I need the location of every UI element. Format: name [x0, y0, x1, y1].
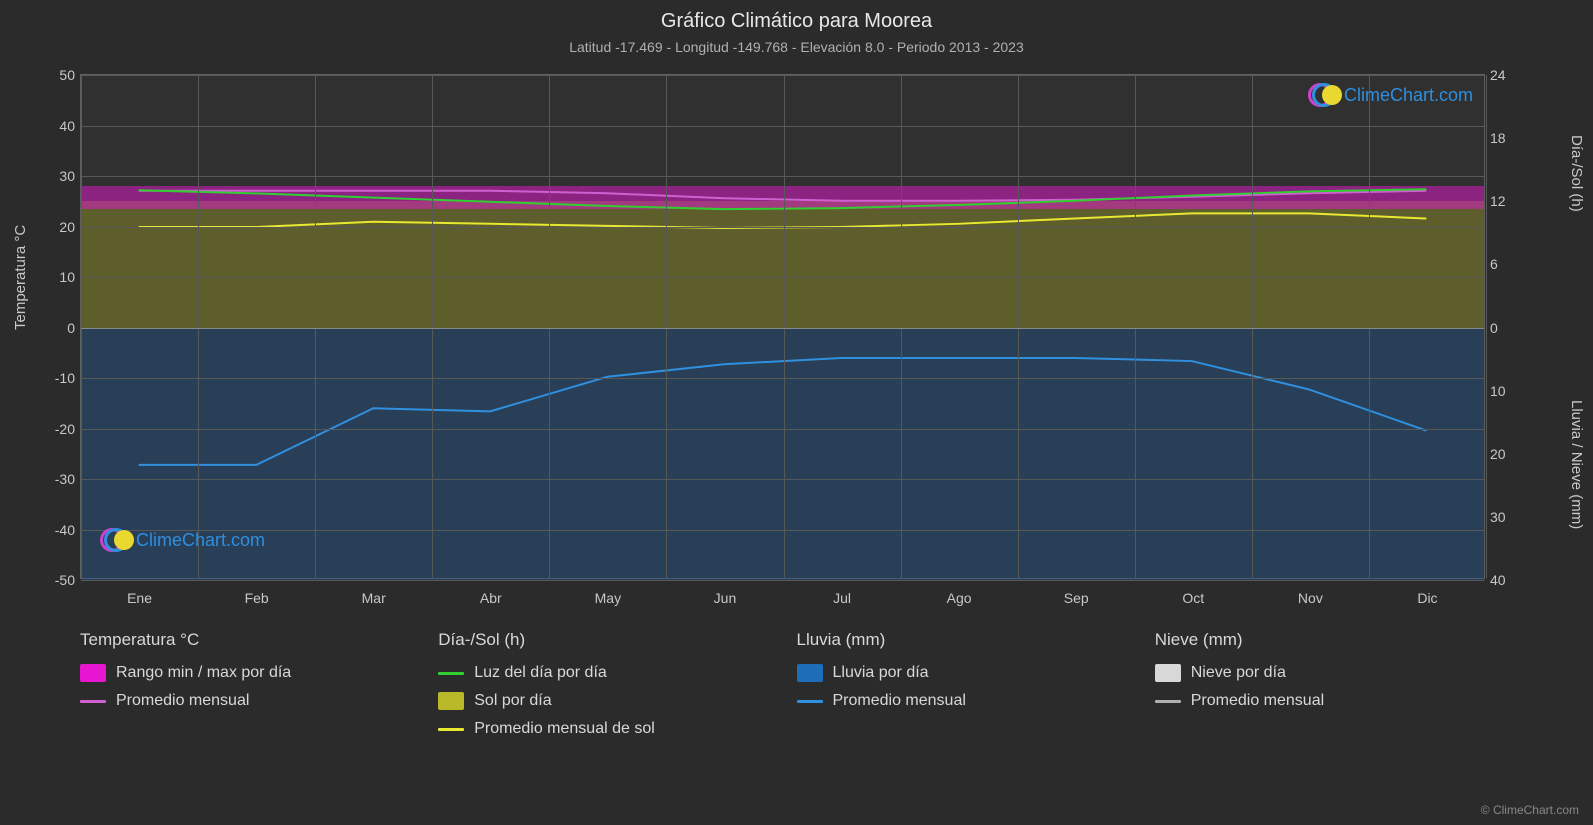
y-axis-daylight-label: 12: [1490, 193, 1526, 209]
legend-item: Luz del día por día: [438, 664, 786, 682]
legend-swatch: [438, 672, 464, 675]
legend: Temperatura °C Rango min / max por día Pro…: [80, 630, 1513, 748]
y-axis-temp-label: -50: [19, 572, 75, 588]
legend-label: Rango min / max por día: [116, 664, 291, 682]
legend-title: Temperatura °C: [80, 630, 428, 650]
legend-swatch: [438, 728, 464, 731]
legend-swatch: [1155, 700, 1181, 703]
x-axis-month-label: May: [595, 590, 621, 606]
watermark-text: ClimeChart.com: [1344, 85, 1473, 106]
legend-label: Promedio mensual: [833, 692, 966, 710]
legend-swatch: [797, 700, 823, 703]
legend-title: Día-/Sol (h): [438, 630, 786, 650]
x-axis-month-label: Mar: [362, 590, 386, 606]
y-axis-temp-label: 50: [19, 67, 75, 83]
y-axis-rain-label: 10: [1490, 383, 1526, 399]
climechart-logo-icon: [100, 525, 130, 555]
watermark-top: ClimeChart.com: [1308, 80, 1473, 110]
legend-swatch: [797, 664, 823, 682]
legend-item: Promedio mensual: [80, 692, 428, 710]
x-axis-month-label: Ene: [127, 590, 152, 606]
x-axis-month-label: Jul: [833, 590, 851, 606]
plot-area: EneFebMarAbrMayJunJulAgoSepOctNovDic5040…: [80, 74, 1485, 579]
legend-item: Lluvia por día: [797, 664, 1145, 682]
legend-label: Sol por día: [474, 692, 551, 710]
y-axis-temp-label: -30: [19, 471, 75, 487]
legend-item: Promedio mensual de sol: [438, 720, 786, 738]
legend-title: Lluvia (mm): [797, 630, 1145, 650]
x-axis-month-label: Dic: [1417, 590, 1437, 606]
chart-area: EneFebMarAbrMayJunJulAgoSepOctNovDic5040…: [80, 60, 1485, 605]
x-axis-month-label: Sep: [1064, 590, 1089, 606]
legend-swatch: [80, 664, 106, 682]
legend-column: Temperatura °C Rango min / max por día Pro…: [80, 630, 438, 748]
legend-label: Promedio mensual de sol: [474, 720, 655, 738]
legend-swatch: [438, 692, 464, 710]
x-axis-month-label: Ago: [947, 590, 972, 606]
x-axis-month-label: Nov: [1298, 590, 1323, 606]
y-axis-temp-label: -10: [19, 370, 75, 386]
climechart-logo-icon: [1308, 80, 1338, 110]
y-axis-right-top-title: Día-/Sol (h): [1568, 135, 1585, 212]
y-axis-temp-label: 10: [19, 269, 75, 285]
legend-label: Luz del día por día: [474, 664, 607, 682]
y-axis-rain-label: 20: [1490, 446, 1526, 462]
y-axis-temp-label: 20: [19, 219, 75, 235]
y-axis-daylight-label: 0: [1490, 320, 1526, 336]
x-axis-month-label: Feb: [245, 590, 269, 606]
x-axis-month-label: Abr: [480, 590, 502, 606]
legend-item: Nieve por día: [1155, 664, 1503, 682]
y-axis-rain-label: 30: [1490, 509, 1526, 525]
legend-item: Rango min / max por día: [80, 664, 428, 682]
legend-label: Promedio mensual: [116, 692, 249, 710]
y-axis-daylight-label: 6: [1490, 256, 1526, 272]
x-axis-month-label: Jun: [714, 590, 737, 606]
legend-column: Día-/Sol (h) Luz del día por día Sol por d…: [438, 630, 796, 748]
watermark-text: ClimeChart.com: [136, 530, 265, 551]
legend-item: Sol por día: [438, 692, 786, 710]
legend-swatch: [80, 700, 106, 703]
y-axis-temp-label: 30: [19, 168, 75, 184]
y-axis-right-bottom-title: Lluvia / Nieve (mm): [1568, 400, 1585, 529]
chart-title: Gráfico Climático para Moorea: [0, 0, 1593, 33]
y-axis-rain-label: 40: [1490, 572, 1526, 588]
y-axis-daylight-label: 24: [1490, 67, 1526, 83]
y-axis-temp-label: -40: [19, 522, 75, 538]
legend-title: Nieve (mm): [1155, 630, 1503, 650]
chart-container: Gráfico Climático para Moorea Latitud -1…: [0, 0, 1593, 825]
legend-column: Nieve (mm) Nieve por día Promedio mensual: [1155, 630, 1513, 748]
legend-column: Lluvia (mm) Lluvia por día Promedio mensua…: [797, 630, 1155, 748]
legend-label: Lluvia por día: [833, 664, 929, 682]
watermark-bottom: ClimeChart.com: [100, 525, 265, 555]
y-axis-temp-label: 40: [19, 118, 75, 134]
copyright: © ClimeChart.com: [1481, 803, 1579, 817]
y-axis-daylight-label: 18: [1490, 130, 1526, 146]
legend-label: Nieve por día: [1191, 664, 1286, 682]
x-axis-month-label: Oct: [1182, 590, 1204, 606]
chart-subtitle: Latitud -17.469 - Longitud -149.768 - El…: [0, 33, 1593, 55]
y-axis-temp-label: 0: [19, 320, 75, 336]
legend-swatch: [1155, 664, 1181, 682]
legend-label: Promedio mensual: [1191, 692, 1324, 710]
legend-item: Promedio mensual: [1155, 692, 1503, 710]
legend-item: Promedio mensual: [797, 692, 1145, 710]
y-axis-temp-label: -20: [19, 421, 75, 437]
